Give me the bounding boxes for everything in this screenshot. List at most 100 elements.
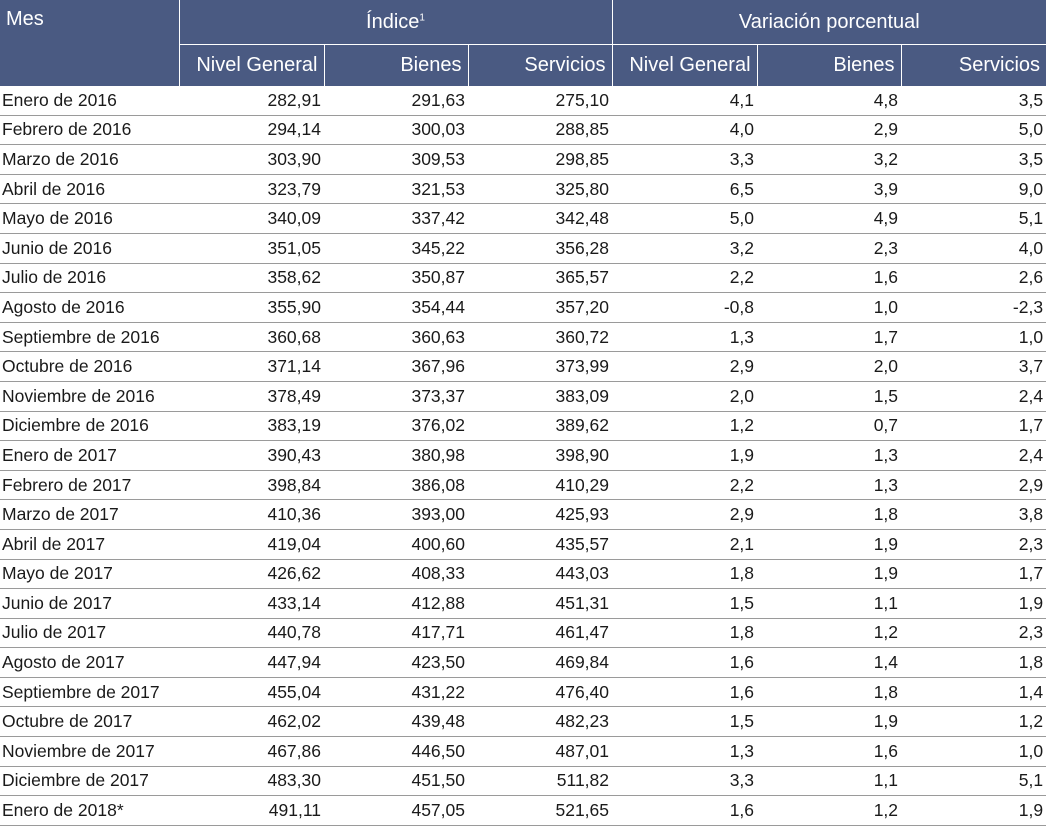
table-row: Abril de 2017 419,04 400,60 435,57 2,1 1,9 2,3 [0,529,1046,560]
indice-bienes-cell: 350,87 [324,263,468,294]
variacion-nivel-general-cell: -0,8 [612,292,758,323]
mes-cell: Octubre de 2017 [0,706,179,738]
variacion-bienes-cell: 1,7 [757,322,902,353]
variacion-bienes-cell: 1,3 [757,440,902,471]
mes-cell: Mayo de 2016 [0,203,179,234]
indice-servicios-cell: 521,65 [468,795,613,826]
mes-cell: Mayo de 2017 [0,559,179,590]
table-row: Agosto de 2016 355,90 354,44 357,20 -0,8 1,0-… [0,292,1046,323]
variacion-servicios-cell: 5,0 [901,115,1046,146]
variacion-nivel-general-cell: 6,5 [612,174,758,205]
indice-nivel-general-cell: 360,68 [179,322,324,353]
variacion-servicios-cell: 2,4 [901,440,1046,471]
variacion-servicios-cell: 5,1 [901,766,1046,797]
indice-nivel-general-cell: 410,36 [179,499,324,530]
mes-cell: Enero de 2017 [0,440,179,471]
table-row: Junio de 2016 351,05 345,22 356,28 3,2 2,3 4,0 [0,233,1046,264]
indice-bienes-cell: 446,50 [324,736,468,767]
indice-nivel-general-cell: 455,04 [179,677,324,708]
table-row: Febrero de 2017 398,84 386,08 410,29 2,2 1,3 2… [0,470,1046,501]
variacion-servicios-cell: 3,8 [901,499,1046,530]
indice-bienes-cell: 345,22 [324,233,468,264]
indice-bienes-cell: 321,53 [324,174,468,205]
header-mes: Mes [0,0,179,86]
mes-cell: Julio de 2016 [0,263,179,294]
mes-cell: Noviembre de 2017 [0,736,179,767]
indice-nivel-general-cell: 340,09 [179,203,324,234]
indice-nivel-general-cell: 282,91 [179,86,324,116]
variacion-bienes-cell: 2,9 [757,115,902,146]
variacion-bienes-cell: 4,9 [757,203,902,234]
indice-bienes-cell: 300,03 [324,115,468,146]
mes-cell: Junio de 2016 [0,233,179,264]
mes-cell: Agosto de 2017 [0,647,179,678]
indice-servicios-cell: 325,80 [468,174,613,205]
mes-cell: Enero de 2018* [0,795,179,826]
table-row: Abril de 2016 323,79 321,53 325,80 6,5 3,9 9,0 [0,174,1046,205]
indice-servicios-cell: 461,47 [468,618,613,649]
variacion-nivel-general-cell: 1,2 [612,411,758,442]
indice-servicios-cell: 357,20 [468,292,613,323]
mes-cell: Noviembre de 2016 [0,381,179,412]
table-row: Noviembre de 2017 467,86 446,50 487,01 1,3 1,… [0,736,1046,767]
indice-servicios-cell: 469,84 [468,647,613,678]
mes-cell: Septiembre de 2016 [0,322,179,353]
table-row: Marzo de 2017 410,36 393,00 425,93 2,9 1,8 3,8 [0,499,1046,530]
indice-nivel-general-cell: 383,19 [179,411,324,442]
indice-bienes-cell: 386,08 [324,470,468,501]
subheader-indice-nivel-general: Nivel General [178,44,324,86]
indice-bienes-cell: 431,22 [324,677,468,708]
mes-cell: Marzo de 2017 [0,499,179,530]
variacion-nivel-general-cell: 1,5 [612,588,758,619]
table-row: Diciembre de 2017 483,30 451,50 511,82 3,3 1,… [0,766,1046,797]
variacion-bienes-cell: 3,2 [757,144,902,175]
indice-nivel-general-cell: 371,14 [179,351,324,382]
variacion-nivel-general-cell: 3,3 [612,766,758,797]
indice-nivel-general-cell: 462,02 [179,706,324,738]
variacion-nivel-general-cell: 3,2 [612,233,758,264]
indice-bienes-cell: 457,05 [324,795,468,826]
indice-servicios-cell: 342,48 [468,203,613,234]
variacion-servicios-cell: 2,4 [901,381,1046,412]
variacion-servicios-cell: 1,8 [901,647,1046,678]
indice-bienes-cell: 360,63 [324,322,468,353]
variacion-servicios-cell: 2,6 [901,263,1046,294]
mes-cell: Enero de 2016 [0,86,179,116]
indice-servicios-cell: 451,31 [468,588,613,619]
indice-bienes-cell: 373,37 [324,381,468,412]
variacion-nivel-general-cell: 3,3 [612,144,758,175]
indice-bienes-cell: 337,42 [324,203,468,234]
indice-servicios-cell: 435,57 [468,529,613,560]
indice-bienes-cell: 412,88 [324,588,468,619]
table-row: Septiembre de 2017 455,04 431,22 476,40 1,6 1… [0,677,1046,708]
header-indice-label: Índice [366,10,420,33]
variacion-bienes-cell: 1,4 [757,647,902,678]
variacion-servicios-cell: 2,3 [901,529,1046,560]
table-row: Octubre de 2016 371,14 367,96 373,99 2,9 2,0 3… [0,351,1046,382]
variacion-servicios-cell: 2,9 [901,470,1046,501]
subheader-indice-servicios: Servicios [467,44,613,86]
header-variacion: Variación porcentual [611,0,1046,45]
variacion-nivel-general-cell: 2,1 [612,529,758,560]
indice-nivel-general-cell: 398,84 [179,470,324,501]
table-row: Junio de 2017 433,14 412,88 451,31 1,5 1,1 1,9 [0,588,1046,619]
table-row: Enero de 2017 390,43 380,98 398,90 1,9 1,3 2,4 [0,440,1046,471]
mes-cell: Diciembre de 2016 [0,411,179,442]
variacion-servicios-cell: 1,0 [901,736,1046,767]
variacion-servicios-cell: 1,2 [901,706,1046,738]
indice-bienes-cell: 417,71 [324,618,468,649]
indice-bienes-cell: 376,02 [324,411,468,442]
variacion-servicios-cell: 4,0 [901,233,1046,264]
variacion-nivel-general-cell: 2,0 [612,381,758,412]
variacion-bienes-cell: 1,8 [757,677,902,708]
variacion-servicios-cell: 3,5 [901,144,1046,175]
subheader-variacion-bienes: Bienes [756,44,902,86]
indice-servicios-cell: 443,03 [468,559,613,590]
variacion-bienes-cell: 3,9 [757,174,902,205]
variacion-bienes-cell: 1,6 [757,736,902,767]
table-row: Febrero de 2016 294,14 300,03 288,85 4,0 2,9 5… [0,115,1046,146]
indice-nivel-general-cell: 419,04 [179,529,324,560]
variacion-bienes-cell: 1,9 [757,529,902,560]
variacion-nivel-general-cell: 2,2 [612,263,758,294]
indice-bienes-cell: 367,96 [324,351,468,382]
